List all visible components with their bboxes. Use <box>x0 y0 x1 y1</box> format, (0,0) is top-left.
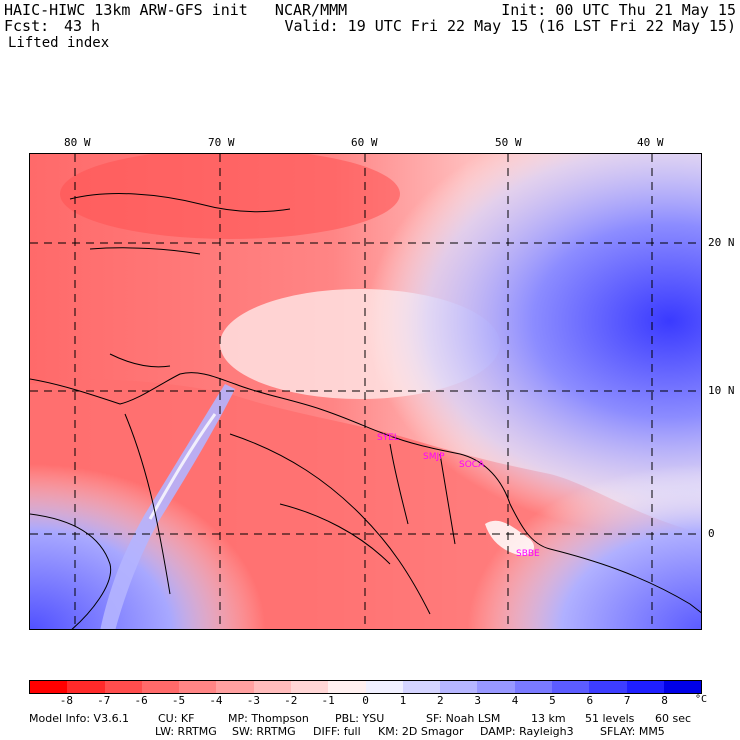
model-title: HAIC-HIWC 13km ARW-GFS init NCAR/MMM <box>4 1 348 19</box>
colorbar-tick-label: 8 <box>661 694 668 707</box>
longitude-label: 50 W <box>495 136 522 149</box>
color-swatch <box>663 681 702 693</box>
color-swatch <box>328 681 366 693</box>
color-swatch <box>141 681 180 693</box>
station-label: SOCA <box>459 460 485 470</box>
colorbar-tick-label: -3 <box>246 694 260 707</box>
colorbar-tick-label: -4 <box>209 694 223 707</box>
colorbar-tick-label: 5 <box>549 694 556 707</box>
longwave-scheme: LW: RRTMG <box>155 725 217 738</box>
latitude-label: 0 <box>708 527 715 540</box>
color-swatch <box>589 681 627 693</box>
colorbar-tick-label: -6 <box>134 694 148 707</box>
microphysics-scheme: MP: Thompson <box>228 712 309 725</box>
grid-spacing: 13 km <box>531 712 566 725</box>
color-swatch <box>179 681 217 693</box>
eddy-coefficient-option: KM: 2D Smagor <box>378 725 464 738</box>
longitude-label: 80 W <box>64 136 91 149</box>
damping-option: DAMP: Rayleigh3 <box>480 725 574 738</box>
forecast-hour: 43 h <box>64 17 101 35</box>
colorbar-tick-label: -7 <box>97 694 111 707</box>
color-swatch <box>253 681 291 693</box>
longitude-label: 60 W <box>351 136 378 149</box>
station-label: SMJP <box>423 452 445 462</box>
color-swatch <box>551 681 590 693</box>
colorbar-tick-label: 2 <box>436 694 444 707</box>
color-swatch <box>290 681 329 693</box>
latitude-label: 20 N <box>708 236 735 249</box>
colorbar-tick-label: 1 <box>399 694 407 707</box>
unit-label: °C <box>694 694 708 705</box>
surface-scheme: SF: Noah LSM <box>426 712 501 725</box>
init-time: Init: 00 UTC Thu 21 May 15 <box>501 1 736 19</box>
cumulus-scheme: CU: KF <box>158 712 195 725</box>
forecast-label: Fcst: <box>4 17 50 35</box>
colorbar-tick-label: 3 <box>474 694 481 707</box>
colorbar-tick-label: 0 <box>362 694 369 707</box>
field-name: Lifted index <box>8 35 110 51</box>
shortwave-scheme: SW: RRTMG <box>232 725 296 738</box>
latitude-label: 10 N <box>708 384 735 397</box>
colorbar-tick-label: 4 <box>511 694 519 707</box>
colorbar-tick-label: 7 <box>623 694 631 707</box>
pbl-scheme: PBL: YSU <box>335 712 385 725</box>
time-step: 60 sec <box>655 712 692 725</box>
color-swatch <box>514 681 552 693</box>
diffusion-option: DIFF: full <box>313 725 361 738</box>
color-swatch <box>216 681 254 693</box>
colorbar-tick-label: -1 <box>321 694 335 707</box>
surface-layer-scheme: SFLAY: MM5 <box>600 725 665 738</box>
model-version: Model Info: V3.6.1 <box>29 712 130 725</box>
color-swatch <box>365 681 403 693</box>
colorbar-tick-label: -8 <box>59 694 73 707</box>
valid-time: Valid: 19 UTC Fri 22 May 15 (16 LST Fri … <box>284 17 736 35</box>
longitude-label: 40 W <box>637 136 664 149</box>
colorbar-tick-label: -2 <box>284 694 298 707</box>
color-scale-bar <box>29 680 702 694</box>
color-swatch <box>626 681 664 693</box>
longitude-label: 70 W <box>208 136 235 149</box>
color-swatch <box>67 681 105 693</box>
color-swatch <box>440 681 478 693</box>
station-label: SBBE <box>516 549 540 559</box>
color-swatch <box>402 681 441 693</box>
vertical-levels: 51 levels <box>585 712 635 725</box>
map-canvas <box>30 154 701 629</box>
colorbar-tick-label: 6 <box>586 694 594 707</box>
color-swatch <box>30 681 68 693</box>
color-swatch <box>104 681 142 693</box>
color-swatch <box>477 681 515 693</box>
station-label: SYEL <box>377 433 399 443</box>
lifted-index-map <box>29 153 702 630</box>
colorbar-tick-label: -5 <box>171 694 186 707</box>
